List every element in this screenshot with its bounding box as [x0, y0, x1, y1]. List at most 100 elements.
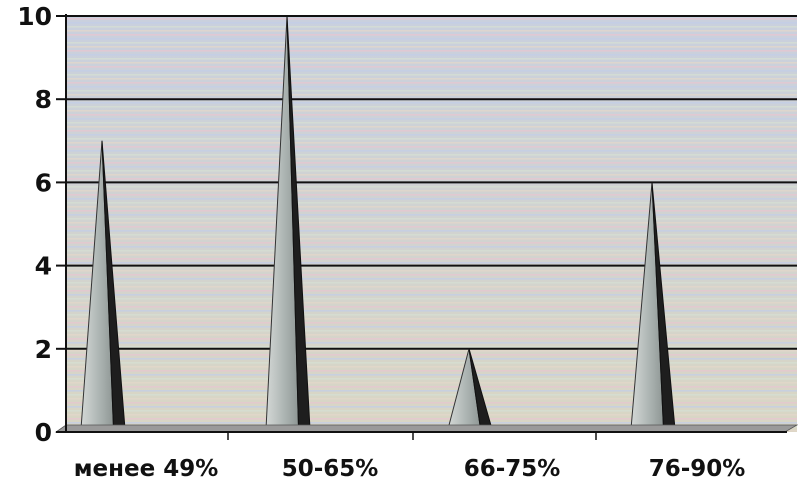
- background-stripe: [66, 362, 797, 364]
- background-stripe: [66, 226, 797, 228]
- background-stripe: [66, 394, 797, 396]
- x-tick-label: 50-65%: [282, 456, 379, 482]
- background-stripe: [66, 158, 797, 160]
- background-stripe: [66, 102, 797, 104]
- background-stripe: [66, 258, 797, 260]
- background-stripe: [66, 78, 797, 80]
- data-peak: [447, 348, 493, 430]
- background-stripe: [66, 234, 797, 236]
- background-stripe: [66, 370, 797, 372]
- background-stripe: [66, 302, 797, 304]
- background-stripe: [66, 418, 797, 420]
- background-stripe: [66, 382, 797, 384]
- background-stripe: [66, 62, 797, 64]
- background-stripe: [66, 278, 797, 280]
- background-stripe: [66, 58, 797, 60]
- background-stripe: [66, 230, 797, 232]
- background-stripe: [66, 310, 797, 312]
- background-stripe: [66, 402, 797, 404]
- y-tick-label: 4: [35, 252, 52, 281]
- background-stripe: [66, 202, 797, 204]
- background-stripe: [66, 118, 797, 120]
- background-stripe: [66, 282, 797, 284]
- data-peak: [265, 15, 311, 430]
- background-stripe: [66, 290, 797, 292]
- x-tick-label: 66-75%: [464, 456, 561, 482]
- background-stripe: [66, 222, 797, 224]
- background-stripe: [66, 286, 797, 288]
- background-stripe: [66, 210, 797, 212]
- background-stripe: [66, 170, 797, 172]
- background-stripe: [66, 342, 797, 344]
- background-stripe: [66, 322, 797, 324]
- background-stripe: [66, 130, 797, 132]
- background-stripe: [66, 410, 797, 412]
- background-stripe: [66, 274, 797, 276]
- background-stripe: [66, 54, 797, 56]
- background-stripe: [66, 186, 797, 188]
- background-stripe: [66, 138, 797, 140]
- background-stripe: [66, 190, 797, 192]
- background-stripe: [66, 154, 797, 156]
- background-stripe: [66, 38, 797, 40]
- chart-floor: [54, 424, 798, 433]
- background-stripe: [66, 110, 797, 112]
- background-stripe: [66, 242, 797, 244]
- background-stripe: [66, 46, 797, 48]
- background-stripe: [66, 330, 797, 332]
- background-stripe: [66, 386, 797, 388]
- background-stripe: [66, 134, 797, 136]
- background-stripe: [66, 390, 797, 392]
- background-stripe: [66, 166, 797, 168]
- background-stripe: [66, 106, 797, 108]
- background-stripe: [66, 414, 797, 416]
- background-stripe: [66, 270, 797, 272]
- background-stripe: [66, 50, 797, 52]
- background-stripe: [66, 346, 797, 348]
- background-stripe: [66, 294, 797, 296]
- background-stripe: [66, 262, 797, 264]
- background-stripe: [66, 306, 797, 308]
- background-stripe: [66, 422, 797, 424]
- background-stripe: [66, 406, 797, 408]
- background-stripe: [66, 198, 797, 200]
- background-stripe: [66, 178, 797, 180]
- background-stripe: [66, 214, 797, 216]
- background-stripe: [66, 90, 797, 92]
- background-stripe: [66, 298, 797, 300]
- background-stripe: [66, 238, 797, 240]
- background-stripe: [66, 142, 797, 144]
- background-stripe: [66, 326, 797, 328]
- background-stripe: [66, 378, 797, 380]
- y-tick-label: 2: [35, 335, 52, 364]
- background-stripe: [66, 314, 797, 316]
- y-tick-label: 10: [17, 2, 52, 31]
- background-stripe: [66, 174, 797, 176]
- background-stripe: [66, 34, 797, 36]
- background-stripe: [66, 398, 797, 400]
- y-tick-label: 8: [35, 85, 52, 114]
- background-stripe: [66, 246, 797, 248]
- background-stripe: [66, 334, 797, 336]
- background-stripe: [66, 18, 797, 20]
- background-stripe: [66, 218, 797, 220]
- background-stripe: [66, 82, 797, 84]
- background-stripe: [66, 122, 797, 124]
- background-stripe: [66, 146, 797, 148]
- background-stripe: [66, 318, 797, 320]
- background-stripe: [66, 22, 797, 24]
- background-stripe: [66, 250, 797, 252]
- background-stripe: [66, 42, 797, 44]
- background-stripe: [66, 114, 797, 116]
- background-stripe: [66, 94, 797, 96]
- background-stripe: [66, 150, 797, 152]
- background-stripe: [66, 338, 797, 340]
- background-stripe: [66, 350, 797, 352]
- x-tick-label: 76-90%: [649, 456, 746, 482]
- background-stripe: [66, 26, 797, 28]
- background-stripe: [66, 354, 797, 356]
- background-stripe: [66, 70, 797, 72]
- background-stripe: [66, 126, 797, 128]
